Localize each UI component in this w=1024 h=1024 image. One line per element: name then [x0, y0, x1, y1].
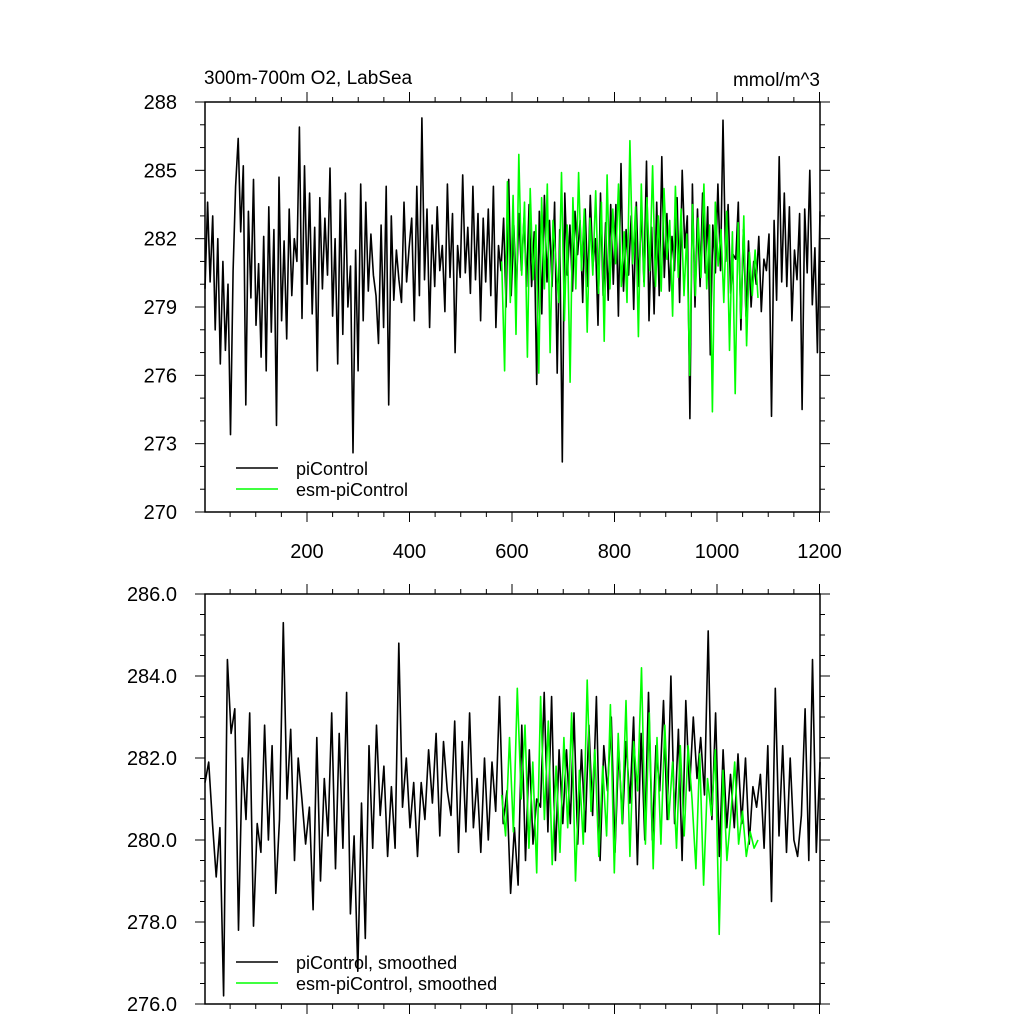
x-tick-label: 1000 — [695, 541, 740, 563]
legend-label-picontrol-smoothed: piControl, smoothed — [296, 953, 457, 973]
x-tick-label: 800 — [598, 541, 631, 563]
top-y-tick-labels: 270 273 276 279 282 285 288 — [144, 92, 177, 524]
top-series-layer — [204, 117, 821, 463]
legend-label-picontrol: piControl — [296, 459, 368, 479]
top-chart-title: 300m-700m O2, LabSea — [204, 68, 413, 89]
y-tick-label: 276 — [144, 365, 177, 387]
top-panel: 300m-700m O2, LabSea mmol/m^3 2702732762… — [144, 68, 842, 563]
bottom-legend: piControl, smoothed esm-piControl, smoot… — [236, 953, 497, 994]
y-tick-label: 273 — [144, 434, 177, 456]
top-plot-frame — [204, 101, 821, 513]
y-tick-label: 270 — [144, 502, 177, 524]
top-chart-units: mmol/m^3 — [733, 70, 820, 91]
legend-label-esm-picontrol: esm-piControl — [296, 480, 408, 500]
y-tick-label: 282.0 — [127, 748, 177, 770]
x-tick-label: 200 — [290, 541, 323, 563]
x-tick-label: 400 — [393, 541, 426, 563]
x-tick-label: 600 — [495, 541, 528, 563]
top-x-tick-labels: 200 400 600 800 1000 1200 — [290, 541, 841, 563]
series-line-picontrol-smoothed — [204, 621, 821, 997]
bottom-panel: 276.0 278.0 280.0 282.0 284.0 286.0 piControl… — [127, 584, 830, 1016]
legend-label-esm-picontrol-smoothed: esm-piControl, smoothed — [296, 974, 497, 994]
y-tick-label: 276.0 — [127, 994, 177, 1016]
y-tick-label: 285 — [144, 160, 177, 182]
top-legend: piControl esm-piControl — [236, 459, 408, 500]
top-axis-ticks — [195, 92, 830, 522]
y-tick-label: 279 — [144, 297, 177, 319]
bottom-plot-frame — [204, 593, 821, 1005]
series-line-esm-picontrol — [500, 139, 759, 413]
y-tick-label: 286.0 — [127, 584, 177, 606]
y-tick-label: 278.0 — [127, 912, 177, 934]
y-tick-label: 282 — [144, 229, 177, 251]
x-tick-label: 1200 — [797, 541, 842, 563]
series-line-esm-picontrol-smoothed — [500, 666, 759, 936]
y-tick-label: 284.0 — [127, 666, 177, 688]
y-tick-label: 280.0 — [127, 830, 177, 852]
y-tick-label: 288 — [144, 92, 177, 114]
bottom-axis-ticks — [195, 584, 830, 1014]
bottom-series-layer — [204, 621, 821, 997]
bottom-y-tick-labels: 276.0 278.0 280.0 282.0 284.0 286.0 — [127, 584, 177, 1016]
series-line-picontrol — [204, 117, 821, 463]
